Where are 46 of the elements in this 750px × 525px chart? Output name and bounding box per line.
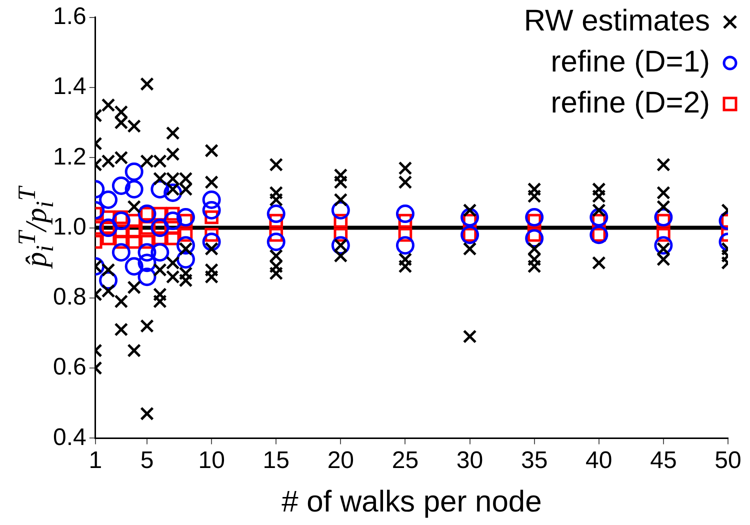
- legend-label: refine (D=1): [550, 45, 710, 78]
- y-tick-label: 0.4: [52, 424, 86, 451]
- point: [150, 243, 170, 262]
- point: [396, 204, 414, 224]
- point: [99, 190, 118, 209]
- point: [164, 212, 182, 230]
- x-tick-label: 10: [198, 447, 225, 474]
- point: [138, 254, 156, 272]
- y-tick-label: 1.0: [52, 213, 86, 240]
- x-tick-label: 30: [456, 447, 484, 474]
- x-tick-label: 35: [520, 447, 548, 474]
- point: [460, 208, 480, 227]
- point: [202, 190, 221, 209]
- point: [124, 257, 144, 276]
- point: [202, 201, 221, 220]
- x-tick-label: 50: [714, 447, 742, 474]
- point: [112, 176, 130, 195]
- point: [138, 243, 156, 262]
- legend-label: refine (D=2): [550, 86, 710, 120]
- point: [112, 243, 130, 262]
- x-tick-label: 20: [327, 447, 354, 474]
- point: [124, 162, 144, 181]
- point: [525, 208, 544, 227]
- y-tick-label: 0.8: [52, 284, 86, 311]
- point: [202, 232, 221, 252]
- y-tick-label: 0.6: [52, 354, 86, 381]
- point: [112, 212, 130, 230]
- point: [266, 204, 286, 224]
- point: [396, 236, 414, 255]
- point: [138, 268, 156, 286]
- x-axis-title: # of walks per node: [282, 485, 542, 518]
- point: [127, 234, 142, 249]
- x-tick-label: 5: [140, 447, 154, 474]
- point: [124, 180, 144, 198]
- x-tick-label: 40: [586, 447, 612, 474]
- x-tick-label: 45: [650, 447, 677, 474]
- legend-label: RW estimates: [524, 4, 710, 38]
- point: [266, 232, 286, 252]
- x-tick-label: 25: [392, 447, 419, 474]
- y-tick-label: 1.6: [52, 3, 86, 30]
- x-tick-label: 1: [88, 447, 102, 474]
- point: [590, 208, 608, 227]
- point: [176, 208, 195, 227]
- y-tick-label: 1.4: [52, 73, 86, 100]
- y-tick-label: 1.2: [52, 143, 86, 170]
- x-tick-label: 15: [262, 447, 290, 474]
